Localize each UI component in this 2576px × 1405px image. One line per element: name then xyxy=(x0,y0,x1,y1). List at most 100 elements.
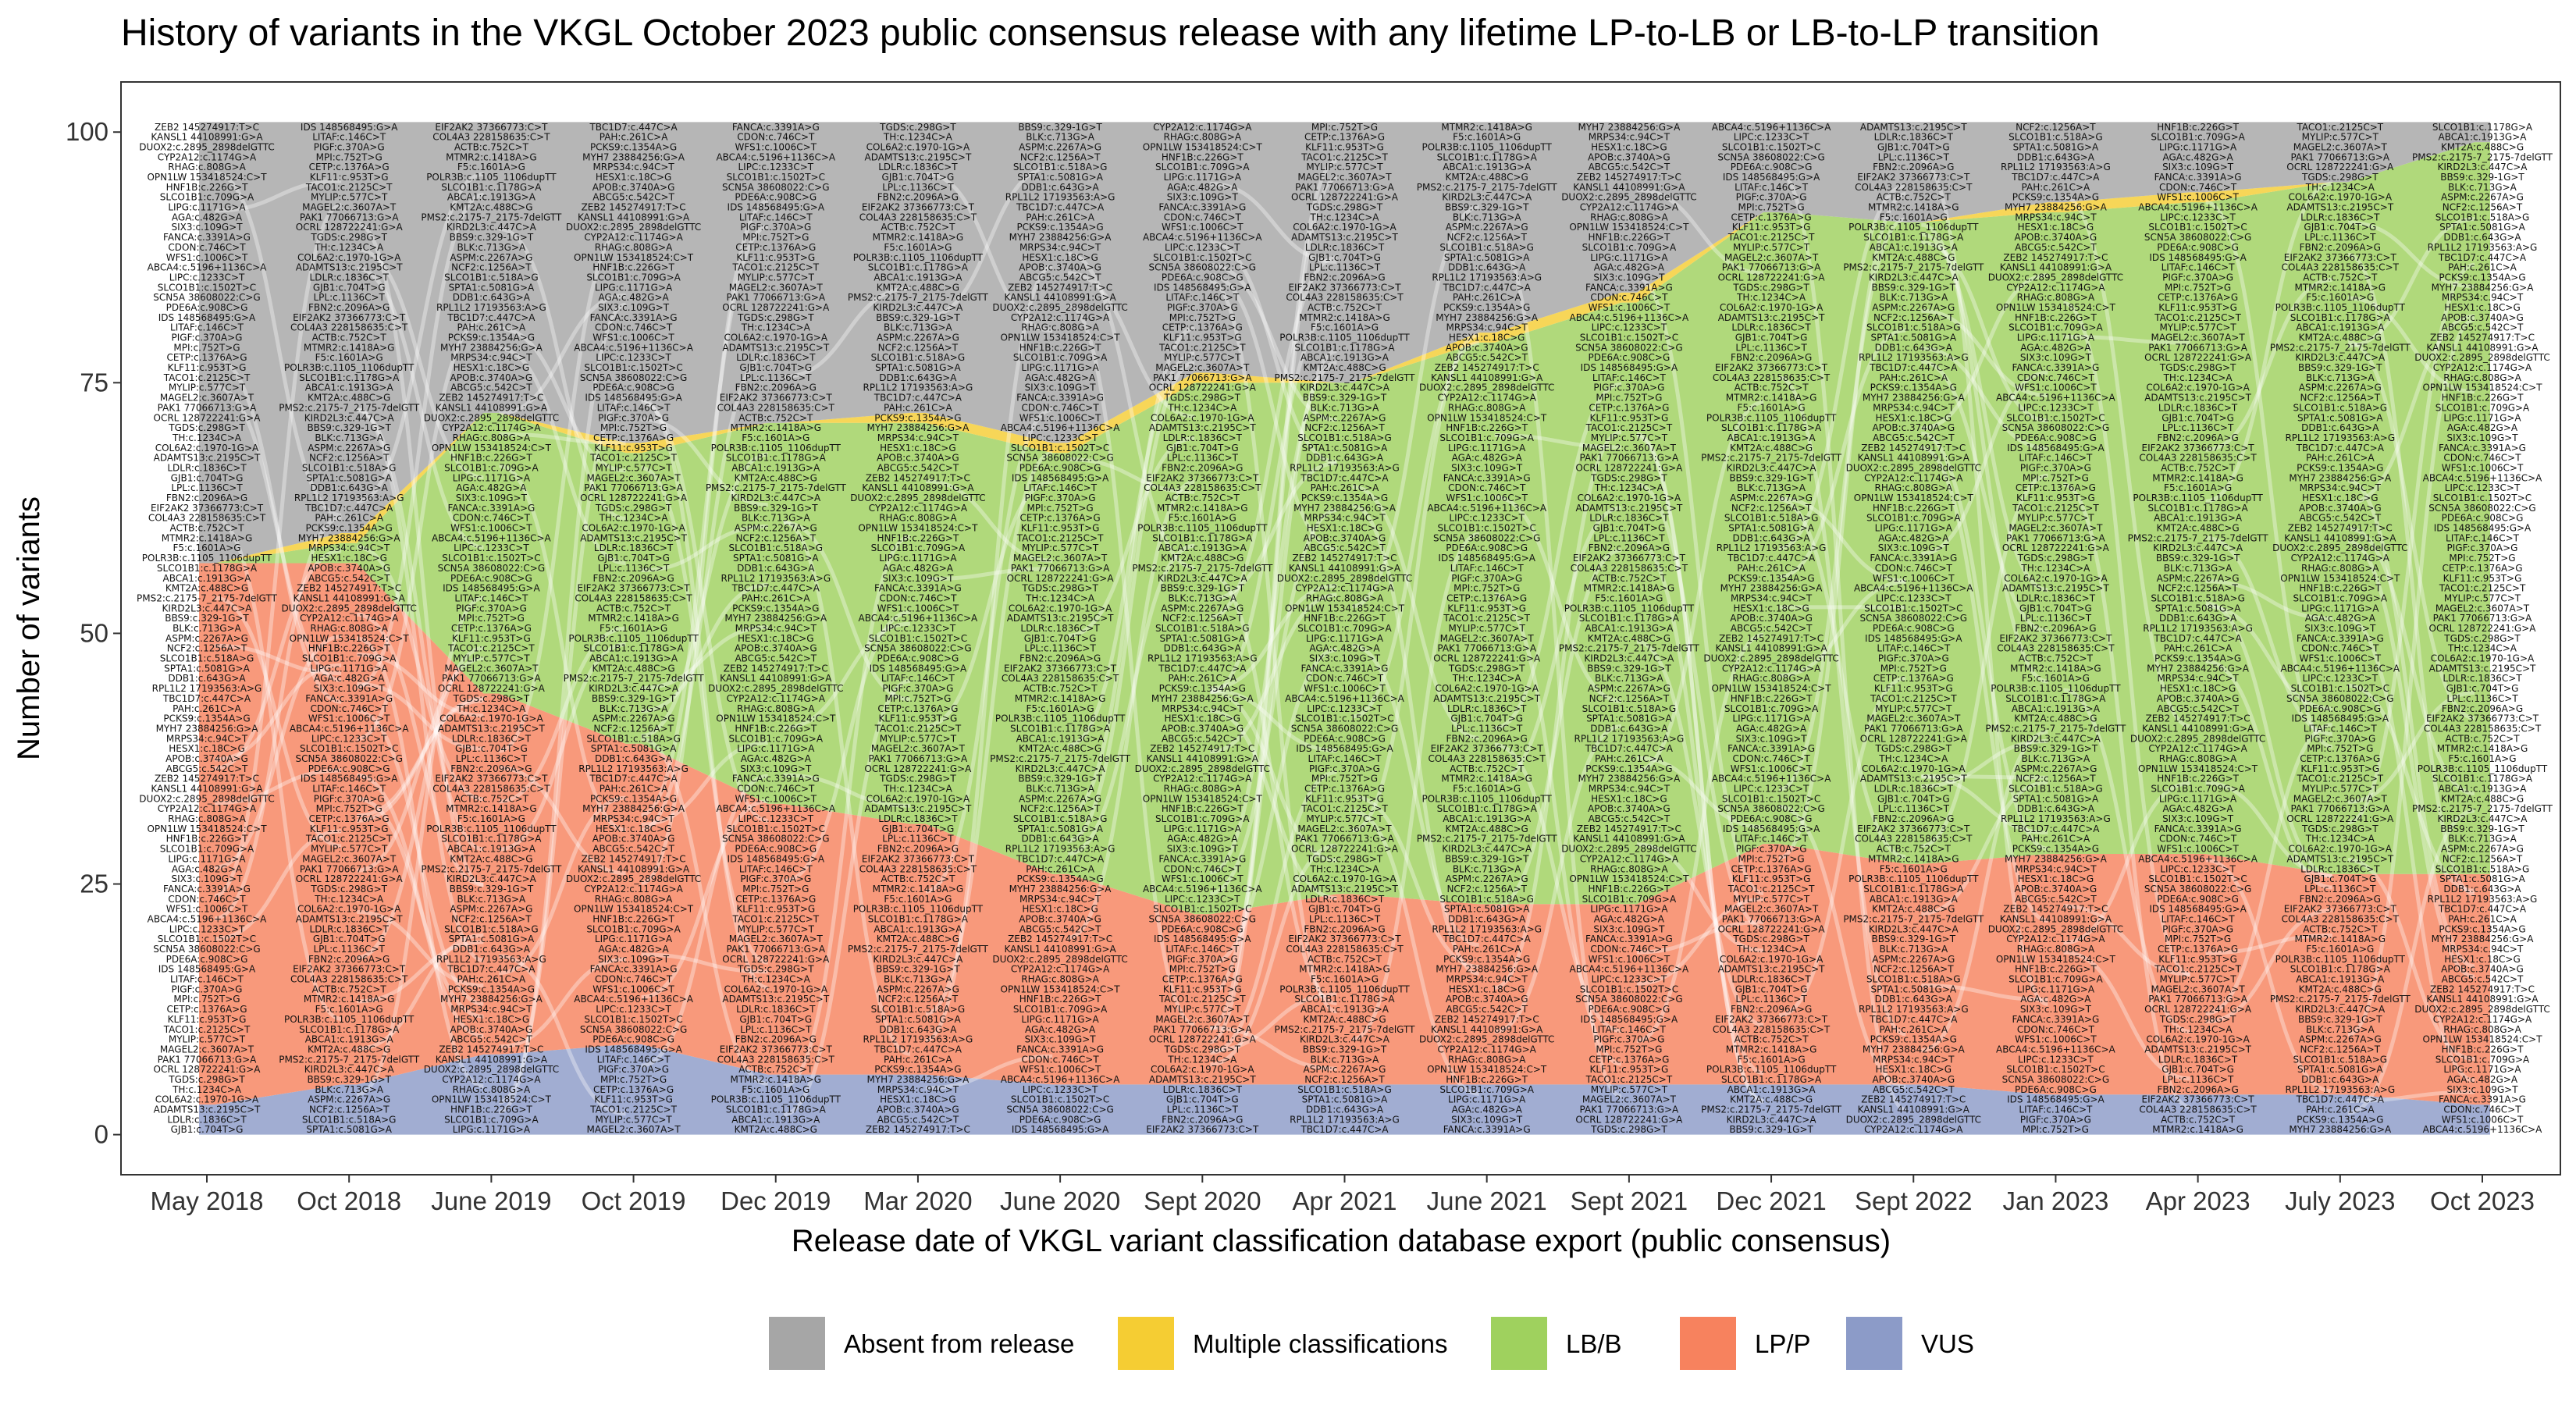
variant-label: MYLIP:c.577C>T xyxy=(1306,813,1383,824)
variant-label: PDE6A:c.908C>G xyxy=(1873,623,1955,634)
flow-streak xyxy=(925,165,1053,319)
flow-streak xyxy=(499,642,626,852)
variant-label: OPN1LW 153418524:C>T xyxy=(1143,793,1263,804)
variant-label: MAGEL2:c.3607A>T xyxy=(302,853,397,864)
variant-label: TGDS:c.298G>T xyxy=(879,774,956,784)
band-absent-from-release xyxy=(199,122,2490,564)
variant-label: TBC1D7:c.447C>A xyxy=(1016,853,1105,864)
variant-label: OPN1LW 153418524:C>T xyxy=(147,172,267,183)
flow-streak xyxy=(2347,262,2475,825)
variant-label: ZEB2 145274917:T>C xyxy=(582,202,686,213)
variant-label: SIX3:c.109G>T xyxy=(1593,923,1665,934)
variant-label: OCRL 128722241:G>A xyxy=(722,302,830,313)
variant-label: ABCA1:c.1913G>A xyxy=(1300,1004,1389,1015)
variant-label: FANCA:c.3391A>G xyxy=(1443,472,1531,483)
variant-label: FANCA:c.3391A>G xyxy=(732,774,820,784)
variant-label: KMT2A:c.488C>G xyxy=(2441,793,2524,804)
variant-label: TACO1:c.2125C>T xyxy=(874,723,962,734)
variant-label: APOB:c.3740A>G xyxy=(877,453,959,464)
variant-label: PAK1 77066713:G>A xyxy=(2433,613,2532,624)
variant-label: DDB1:c.643G>A xyxy=(1875,994,1953,1005)
variant-label: MYH7 23884256:G>A xyxy=(866,1074,970,1085)
variant-label: SLCO1B1:c.1178G>A xyxy=(1437,803,1538,814)
variant-label: ASPM:c.2267A>G xyxy=(450,904,532,915)
flow-streak xyxy=(640,199,769,885)
variant-label: LITAF:c.146C>T xyxy=(881,673,955,684)
variant-label: NCF2:c.1256A>T xyxy=(593,723,674,734)
variant-label: MRPS34:c.94C>T xyxy=(1873,1054,1955,1065)
variant-label: MPI:c.752T>G xyxy=(1311,122,1378,133)
variant-label: NCF2:c.1256A>T xyxy=(1304,422,1385,433)
variant-label: PMS2:c.2175-7_2175-7delGTT xyxy=(279,1054,420,1065)
variant-label: COL6A2:c.1970-1G>A xyxy=(2431,653,2535,664)
variant-label: PIGF:c.370A>G xyxy=(172,333,243,343)
variant-label: SIX3:c.109G>T xyxy=(598,302,670,313)
variant-label: TACO1:c.2125C>T xyxy=(731,262,819,273)
variant-label: PMS2:c.2175-7_2175-7delGTT xyxy=(279,402,420,413)
variant-label: FANCA:c.3391A>G xyxy=(1301,663,1389,674)
variant-label: COL4A3 228158635:C>T xyxy=(1571,563,1688,574)
variant-label: LIPG:c.1171G>A xyxy=(453,472,531,483)
variant-label: ZEB2 145274917:T>C xyxy=(2146,713,2250,724)
variant-label: LIPC:c.1233C>T xyxy=(1592,322,1667,333)
variant-label: KMT2A:c.488C>G xyxy=(1446,823,1528,834)
variant-label: DDB1:c.643G>A xyxy=(737,563,815,574)
variant-label: TACO1:c.2125C>T xyxy=(1585,422,1673,433)
flow-streak xyxy=(356,172,484,504)
variant-label: CYP2A12:c.1174G>A xyxy=(1437,393,1536,404)
variant-label: MTMR2:c.1418A>G xyxy=(2152,472,2243,483)
variant-label: SIX3:c.109G>T xyxy=(1451,463,1523,474)
variant-label: ABCG5:c.542C>T xyxy=(592,844,674,855)
variant-label: IDS 148568495:G>A xyxy=(585,393,682,404)
variant-label: WFS1:c.1006C>T xyxy=(2015,382,2097,393)
variant-label: BLK:c.713G>A xyxy=(742,513,811,524)
variant-label: MYH7 23884256:G>A xyxy=(156,723,259,734)
variant-label: IDS 148568495:G>A xyxy=(158,964,256,975)
variant-label: PCKS9:c.1354A>G xyxy=(874,412,961,423)
variant-label: IDS 148568495:G>A xyxy=(1581,1014,1678,1025)
variant-label: COL6A2:c.1970-1G>A xyxy=(1720,954,1823,965)
variant-label: PAH:c.261C>A xyxy=(600,784,668,795)
variant-label: SIX3:c.109G>T xyxy=(2020,352,2092,363)
variant-label: RHAG:c.808G>A xyxy=(1590,212,1668,222)
variant-label: RHAG:c.808G>A xyxy=(879,513,957,524)
variant-label: COL6A2:c.1970-1G>A xyxy=(2146,382,2250,393)
variant-label: MPI:c.752T>G xyxy=(458,613,525,624)
variant-label: LIPG:c.1171G>A xyxy=(595,934,673,944)
flow-streak xyxy=(1209,349,1338,997)
variant-label: KIRD2L3:c.447C>A xyxy=(873,954,963,965)
variant-label: OPN1LW 153418524:C>T xyxy=(147,823,267,834)
variant-label: SLCO1B1:c.709G>A xyxy=(1297,623,1392,634)
variant-label: PMS2:c.2175-7_2175-7delGTT xyxy=(1417,834,1558,845)
variant-label: MAGEL2:c.3607A>T xyxy=(160,1044,254,1055)
variant-label: SCN5A 38608022:C>G xyxy=(722,182,829,193)
variant-label: LDLR:c.1836C>T xyxy=(1163,1084,1243,1095)
variant-label: RHAG:c.808G>A xyxy=(595,894,673,905)
flow-streak xyxy=(1210,992,1337,1053)
flow-streak xyxy=(1778,217,1906,791)
variant-label: APOB:c.3740A>G xyxy=(2015,884,2097,895)
x-tick-label: Apr 2023 xyxy=(2146,1186,2250,1215)
flow-streak xyxy=(499,432,626,446)
variant-label: ACTB:c.752C>T xyxy=(1023,683,1098,694)
variant-label: TGDS:c.298G>T xyxy=(1590,1124,1667,1135)
variant-label: IDS 148568495:G>A xyxy=(1438,553,1535,564)
variant-label: PAH:c.261C>A xyxy=(173,703,241,714)
variant-label: HNF1B:c.226G>T xyxy=(1019,994,1101,1005)
variant-label: TH:c.1234C>A xyxy=(2163,1024,2233,1035)
variant-label: SIX3:c.109G>T xyxy=(2162,813,2234,824)
variant-label: HESX1:c.18C>G xyxy=(1022,252,1098,263)
variant-label: FBN2:c.2096A>G xyxy=(308,302,390,313)
variant-label: MTMR2:c.1418A>G xyxy=(304,342,395,353)
variant-label: ABCG5:c.542C>T xyxy=(592,192,674,203)
variant-label: MRPS34:c.94C>T xyxy=(1731,593,1813,604)
variant-label: HESX1:c.18C>G xyxy=(1022,904,1098,915)
flow-streak xyxy=(1209,508,1337,895)
variant-label: BLK:c.713G>A xyxy=(600,703,669,714)
variant-label: ADAMTS13:c.2195C>T xyxy=(580,532,687,543)
variant-label: PAH:c.261C>A xyxy=(884,402,952,413)
variant-label: APOB:c.3740A>G xyxy=(1588,803,1670,814)
variant-label: GJB1:c.704T>G xyxy=(1166,1094,1239,1105)
variant-label: CYP2A12:c.1174G>A xyxy=(1011,312,1110,323)
variant-label: SIX3:c.109G>T xyxy=(2446,1084,2518,1095)
